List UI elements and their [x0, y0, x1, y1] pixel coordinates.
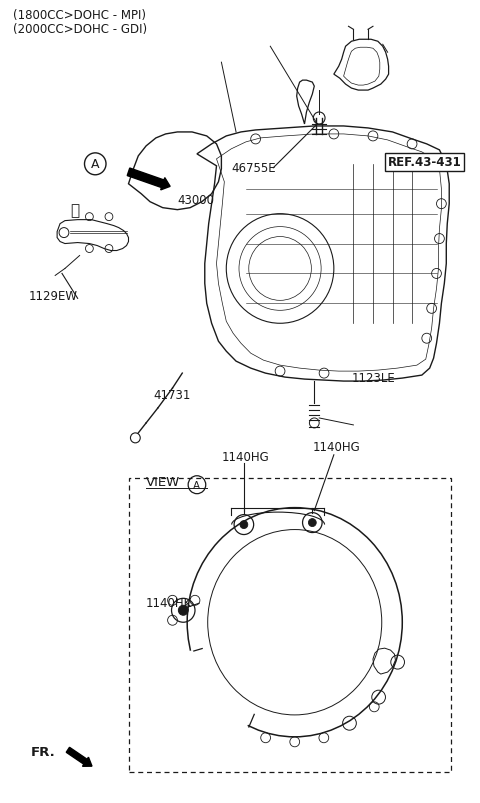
Text: FR.: FR. — [31, 745, 56, 758]
Text: A: A — [91, 158, 99, 171]
Text: 1129EW: 1129EW — [29, 290, 78, 303]
Circle shape — [309, 519, 316, 527]
Text: 1140HK: 1140HK — [146, 596, 192, 609]
FancyArrow shape — [66, 748, 92, 766]
FancyArrow shape — [127, 169, 170, 190]
Bar — [129, 478, 451, 772]
Circle shape — [179, 605, 188, 615]
Circle shape — [240, 521, 248, 529]
Text: VIEW: VIEW — [146, 475, 180, 488]
Text: REF.43-431: REF.43-431 — [388, 156, 461, 169]
Text: 43000: 43000 — [178, 194, 215, 207]
Text: A: A — [193, 480, 201, 490]
Text: (2000CC>DOHC - GDI): (2000CC>DOHC - GDI) — [13, 23, 147, 36]
Text: 1140HG: 1140HG — [221, 450, 269, 463]
Text: 41731: 41731 — [153, 388, 191, 401]
Text: 1123LE: 1123LE — [351, 371, 395, 384]
Text: (1800CC>DOHC - MPI): (1800CC>DOHC - MPI) — [13, 10, 146, 22]
Text: 1140HG: 1140HG — [312, 440, 360, 453]
Text: 46755E: 46755E — [231, 162, 276, 175]
Text: Ⓐ: Ⓐ — [70, 203, 79, 218]
